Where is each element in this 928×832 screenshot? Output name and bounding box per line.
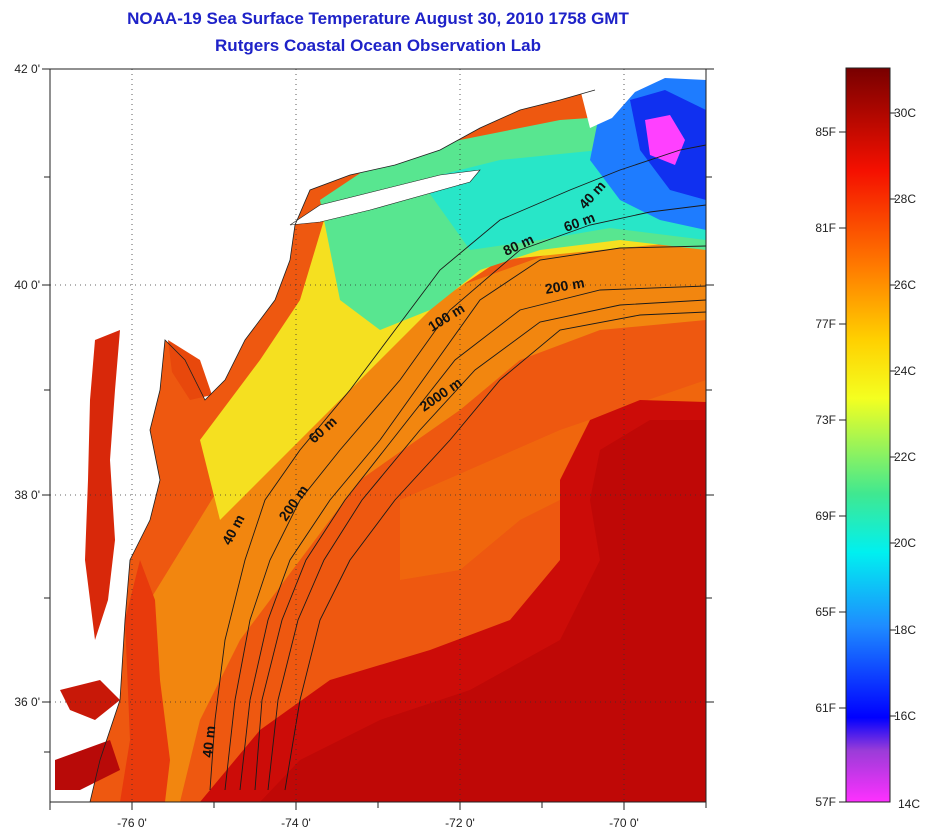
coastline: [89, 89, 596, 802]
lon-tick-label: -70 0': [609, 816, 639, 830]
colorbar-label-c: 26C: [894, 278, 916, 292]
pamlico-sound: [60, 680, 120, 720]
colorbar: [845, 67, 891, 803]
lat-tick-label: 40 0': [14, 278, 40, 292]
colorbar-label-f: 85F: [815, 125, 836, 139]
colorbar-label-c: 18C: [894, 623, 916, 637]
colorbar-label-f: 73F: [815, 413, 836, 427]
colorbar-label-f: 81F: [815, 221, 836, 235]
colorbar-label-f: 77F: [815, 317, 836, 331]
isobath-40m: [209, 144, 706, 791]
albemarle-sound: [55, 740, 120, 790]
lat-tick-label: 38 0': [14, 488, 40, 502]
isobath-200m: [267, 299, 706, 791]
map-subtitle: Rutgers Coastal Ocean Observation Lab: [215, 36, 541, 55]
graticule: [50, 68, 706, 802]
nearshore-water-area: [120, 560, 170, 802]
depth-label: 200 m: [544, 274, 586, 297]
lon-tick-label: -76 0': [117, 816, 147, 830]
gulf-stream-core: [260, 420, 706, 802]
lon-tick-label: -74 0': [281, 816, 311, 830]
colorbar-label-f: 57F: [815, 795, 836, 809]
map-title: NOAA-19 Sea Surface Temperature August 3…: [127, 9, 629, 28]
chesapeake-bay: [85, 330, 120, 640]
isobath-100m: [254, 285, 706, 791]
upwelling-patch: [645, 115, 685, 165]
land-long-island: [289, 169, 481, 226]
colorbar-label-c: 22C: [894, 450, 916, 464]
land-mainland: [50, 69, 600, 802]
colorbar-label-c: 14C: [898, 797, 920, 811]
colorbar-label-c: 28C: [894, 192, 916, 206]
lon-tick-label: -72 0': [445, 816, 475, 830]
colorbar-label-c: 20C: [894, 536, 916, 550]
axis-ticks: [42, 68, 714, 810]
colorbar-label-f: 65F: [815, 605, 836, 619]
colorbar-label-c: 30C: [894, 106, 916, 120]
colorbar-label-c: 24C: [894, 364, 916, 378]
land-new-england: [575, 69, 706, 128]
isobaths: [209, 144, 706, 791]
depth-label: 40 m: [199, 725, 218, 758]
sst-image: 40 m 60 m 80 m 200 m 100 m 2000 m 60 m 2…: [50, 69, 706, 802]
colorbar-label-f: 69F: [815, 509, 836, 523]
colorbar-ticks: [839, 112, 896, 803]
lat-tick-label: 36 0': [14, 695, 40, 709]
colorbar-label-f: 61F: [815, 701, 836, 715]
isobath-80m: [239, 245, 706, 791]
isobath-2000m: [284, 311, 706, 791]
lat-tick-label: 42 0': [14, 62, 40, 76]
isobath-60m: [224, 204, 706, 791]
colorbar-label-c: 16C: [894, 709, 916, 723]
